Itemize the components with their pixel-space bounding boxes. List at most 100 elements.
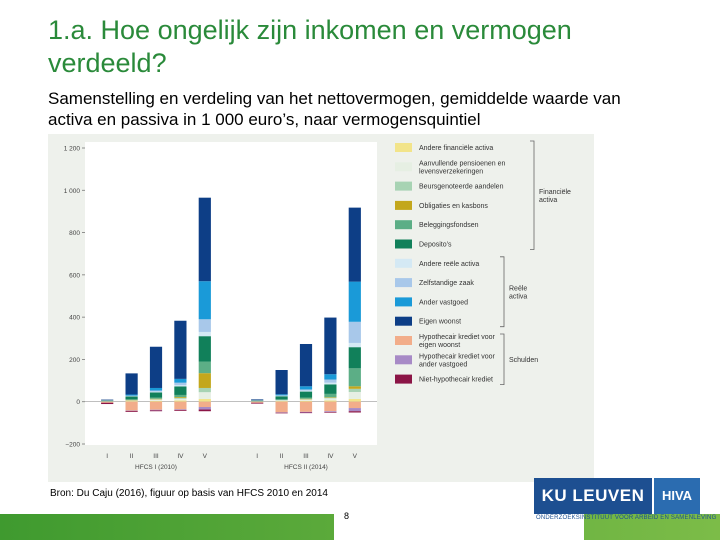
bar-segment	[299, 401, 313, 412]
legend-group-label: Reële	[509, 285, 527, 292]
legend-group-label: activa	[539, 197, 557, 204]
ku-leuven-logo: KU LEUVEN	[534, 478, 652, 514]
y-tick-label: 600	[69, 272, 80, 279]
bar-segment	[198, 361, 211, 374]
bar-segment	[299, 390, 313, 392]
legend-swatch	[395, 258, 412, 268]
bar-segment	[348, 398, 361, 402]
bar-segment	[149, 398, 163, 400]
bar-segment	[198, 281, 211, 320]
slide-subtitle: Samenstelling en verdeling van het netto…	[48, 89, 621, 129]
y-tick-label: 0	[76, 399, 80, 406]
bar-segment	[125, 396, 138, 397]
slide-title: 1.a. Hoe ongelijk zijn inkomen en vermog…	[48, 15, 572, 78]
x-tick-label: I	[106, 453, 108, 460]
legend-swatch	[395, 239, 412, 249]
bar-segment	[149, 392, 163, 398]
legend-swatch	[395, 162, 412, 172]
bar-segment	[324, 401, 337, 412]
legend-group-label: Schulden	[509, 357, 538, 364]
bar-segment	[348, 368, 361, 387]
bar-segment	[299, 391, 313, 398]
bar-segment	[275, 401, 288, 413]
legend-label: Andere reële activa	[419, 261, 479, 268]
bar-segment	[198, 409, 211, 412]
legend-label: Andere financiële activa	[419, 145, 493, 152]
bar-segment	[101, 401, 114, 403]
page-number: 8	[344, 511, 350, 521]
bar-segment	[348, 386, 361, 389]
bar-segment	[198, 392, 211, 399]
x-tick-label: II	[130, 453, 134, 460]
legend-bracket	[500, 333, 505, 385]
bar-segment	[324, 412, 337, 413]
hiva-logo: HIVA	[654, 478, 700, 514]
bar-segment	[348, 408, 361, 412]
legend-group-label: activa	[509, 293, 527, 300]
bar-segment	[299, 411, 313, 413]
y-tick-label: −200	[65, 442, 80, 449]
bar-segment	[348, 411, 361, 413]
bar-segment	[251, 401, 264, 403]
bar-segment	[125, 401, 138, 411]
bar-segment	[275, 412, 288, 413]
bar-segment	[125, 399, 138, 400]
bar-segment	[324, 382, 337, 385]
bar-segment	[174, 320, 187, 379]
bar-segment	[174, 409, 187, 411]
bar-segment	[125, 410, 138, 412]
bar-segment	[348, 207, 361, 282]
legend-swatch	[395, 200, 412, 210]
bar-segment	[101, 399, 114, 401]
bar-segment	[198, 373, 211, 388]
bar-segment	[251, 400, 264, 402]
bar-segment	[125, 400, 138, 402]
bar-segment	[348, 391, 361, 399]
bar-segment	[198, 387, 211, 393]
legend-label: Deposito’s	[419, 242, 452, 249]
bar-segment	[324, 397, 337, 398]
bar-segment	[174, 401, 187, 410]
bar-segment	[275, 400, 288, 402]
bar-segment	[348, 342, 361, 348]
bar-segment	[299, 412, 313, 414]
bar-segment	[275, 395, 288, 396]
bar-segment	[125, 395, 138, 397]
x-tick-label: II	[280, 453, 284, 460]
bar-segment	[101, 401, 114, 402]
legend-swatch	[395, 181, 412, 191]
x-tick-label: III	[153, 453, 159, 460]
bar-segment	[198, 398, 211, 402]
bar-segment	[101, 402, 114, 405]
bar-segment	[174, 378, 187, 383]
bar-segment	[324, 384, 337, 394]
legend-label: ander vastgoed	[419, 361, 467, 368]
bar-segment	[299, 399, 313, 401]
legend-swatch	[395, 297, 412, 307]
bar-segment	[251, 402, 264, 404]
bar-segment	[275, 412, 288, 414]
bar-segment	[149, 387, 163, 391]
bar-segment	[125, 396, 138, 400]
bar-segment	[348, 388, 361, 392]
legend-label: Zelfstandige zaak	[419, 280, 474, 287]
bar-segment	[299, 398, 313, 400]
bar-segment	[149, 397, 163, 399]
x-tick-label: III	[303, 453, 309, 460]
bar-segment	[275, 399, 288, 401]
bar-segment	[174, 397, 187, 399]
bar-segment	[125, 411, 138, 412]
x-tick-label: V	[203, 453, 208, 460]
bar-segment	[275, 395, 288, 397]
bar-segment	[275, 394, 288, 396]
bar-segment	[149, 410, 163, 412]
bar-segment	[174, 394, 187, 398]
bar-segment	[299, 343, 313, 387]
legend-swatch	[395, 220, 412, 230]
legend-label: Obligaties en kasbons	[419, 203, 488, 210]
bar-segment	[149, 399, 163, 401]
bar-segment	[125, 394, 138, 396]
bar-segment	[174, 397, 187, 398]
bar-segment	[324, 397, 337, 399]
y-tick-label: 200	[69, 357, 80, 364]
